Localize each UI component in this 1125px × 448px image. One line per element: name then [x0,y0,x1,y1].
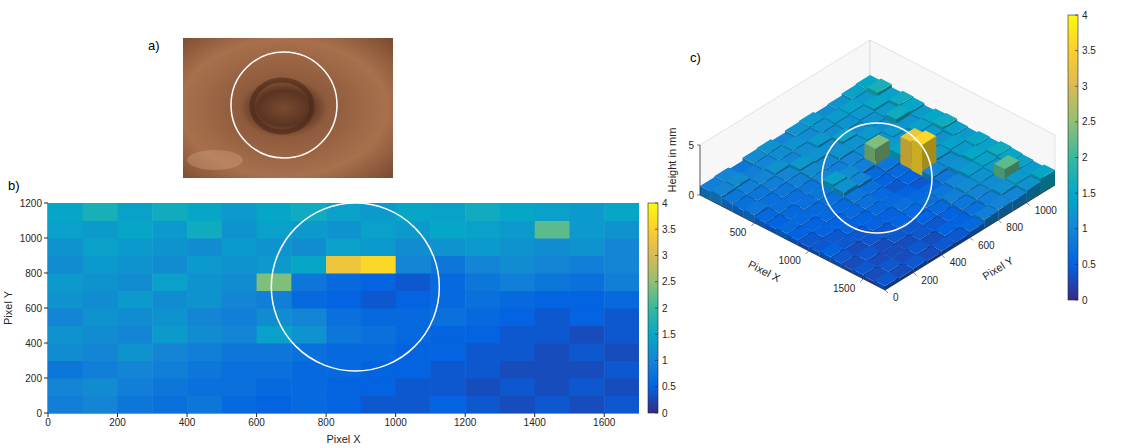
svg-text:400: 400 [179,417,196,428]
svg-text:2.5: 2.5 [1082,116,1096,127]
svg-text:c): c) [690,50,701,65]
svg-text:1200: 1200 [20,198,43,209]
svg-text:1.5: 1.5 [662,329,676,340]
svg-text:1.5: 1.5 [1082,188,1096,199]
svg-text:2.5: 2.5 [662,276,676,287]
svg-text:0: 0 [662,408,668,419]
svg-text:Pixel Y: Pixel Y [980,254,1016,282]
svg-text:1: 1 [1082,223,1088,234]
svg-text:600: 600 [978,240,995,251]
svg-text:b): b) [8,178,20,193]
svg-text:500: 500 [730,227,747,238]
svg-text:Height in mm: Height in mm [666,128,678,193]
svg-text:0: 0 [893,292,899,303]
svg-text:1600: 1600 [593,417,616,428]
svg-text:400: 400 [25,338,42,349]
svg-text:Pixel X: Pixel X [326,433,361,445]
svg-text:2: 2 [662,303,668,314]
svg-text:400: 400 [950,257,967,268]
svg-text:0.5: 0.5 [1082,259,1096,270]
svg-text:800: 800 [318,417,335,428]
svg-text:4: 4 [1082,10,1088,21]
svg-text:1500: 1500 [833,283,856,294]
svg-text:0.5: 0.5 [662,381,676,392]
svg-text:0: 0 [1082,295,1088,306]
svg-text:1400: 1400 [524,417,547,428]
svg-text:1000: 1000 [779,255,802,266]
svg-text:3: 3 [662,250,668,261]
svg-text:4: 4 [662,198,668,209]
svg-text:200: 200 [25,373,42,384]
svg-text:2: 2 [1082,152,1088,163]
svg-text:600: 600 [248,417,265,428]
svg-text:1000: 1000 [1035,205,1058,216]
svg-text:0: 0 [36,408,42,419]
svg-text:Pixel Y: Pixel Y [2,290,14,325]
svg-text:1000: 1000 [385,417,408,428]
svg-text:600: 600 [25,303,42,314]
svg-text:3: 3 [1082,81,1088,92]
svg-text:0: 0 [45,417,51,428]
svg-text:1: 1 [662,355,668,366]
svg-text:a): a) [148,38,160,53]
svg-text:1000: 1000 [20,233,43,244]
svg-text:200: 200 [921,275,938,286]
svg-text:200: 200 [109,417,126,428]
svg-text:0: 0 [688,190,694,201]
svg-text:800: 800 [1006,222,1023,233]
svg-text:1200: 1200 [454,417,477,428]
svg-text:800: 800 [25,268,42,279]
svg-text:3.5: 3.5 [1082,45,1096,56]
svg-text:3.5: 3.5 [662,224,676,235]
svg-text:5: 5 [688,140,694,151]
svg-text:Pixel X: Pixel X [746,258,783,285]
